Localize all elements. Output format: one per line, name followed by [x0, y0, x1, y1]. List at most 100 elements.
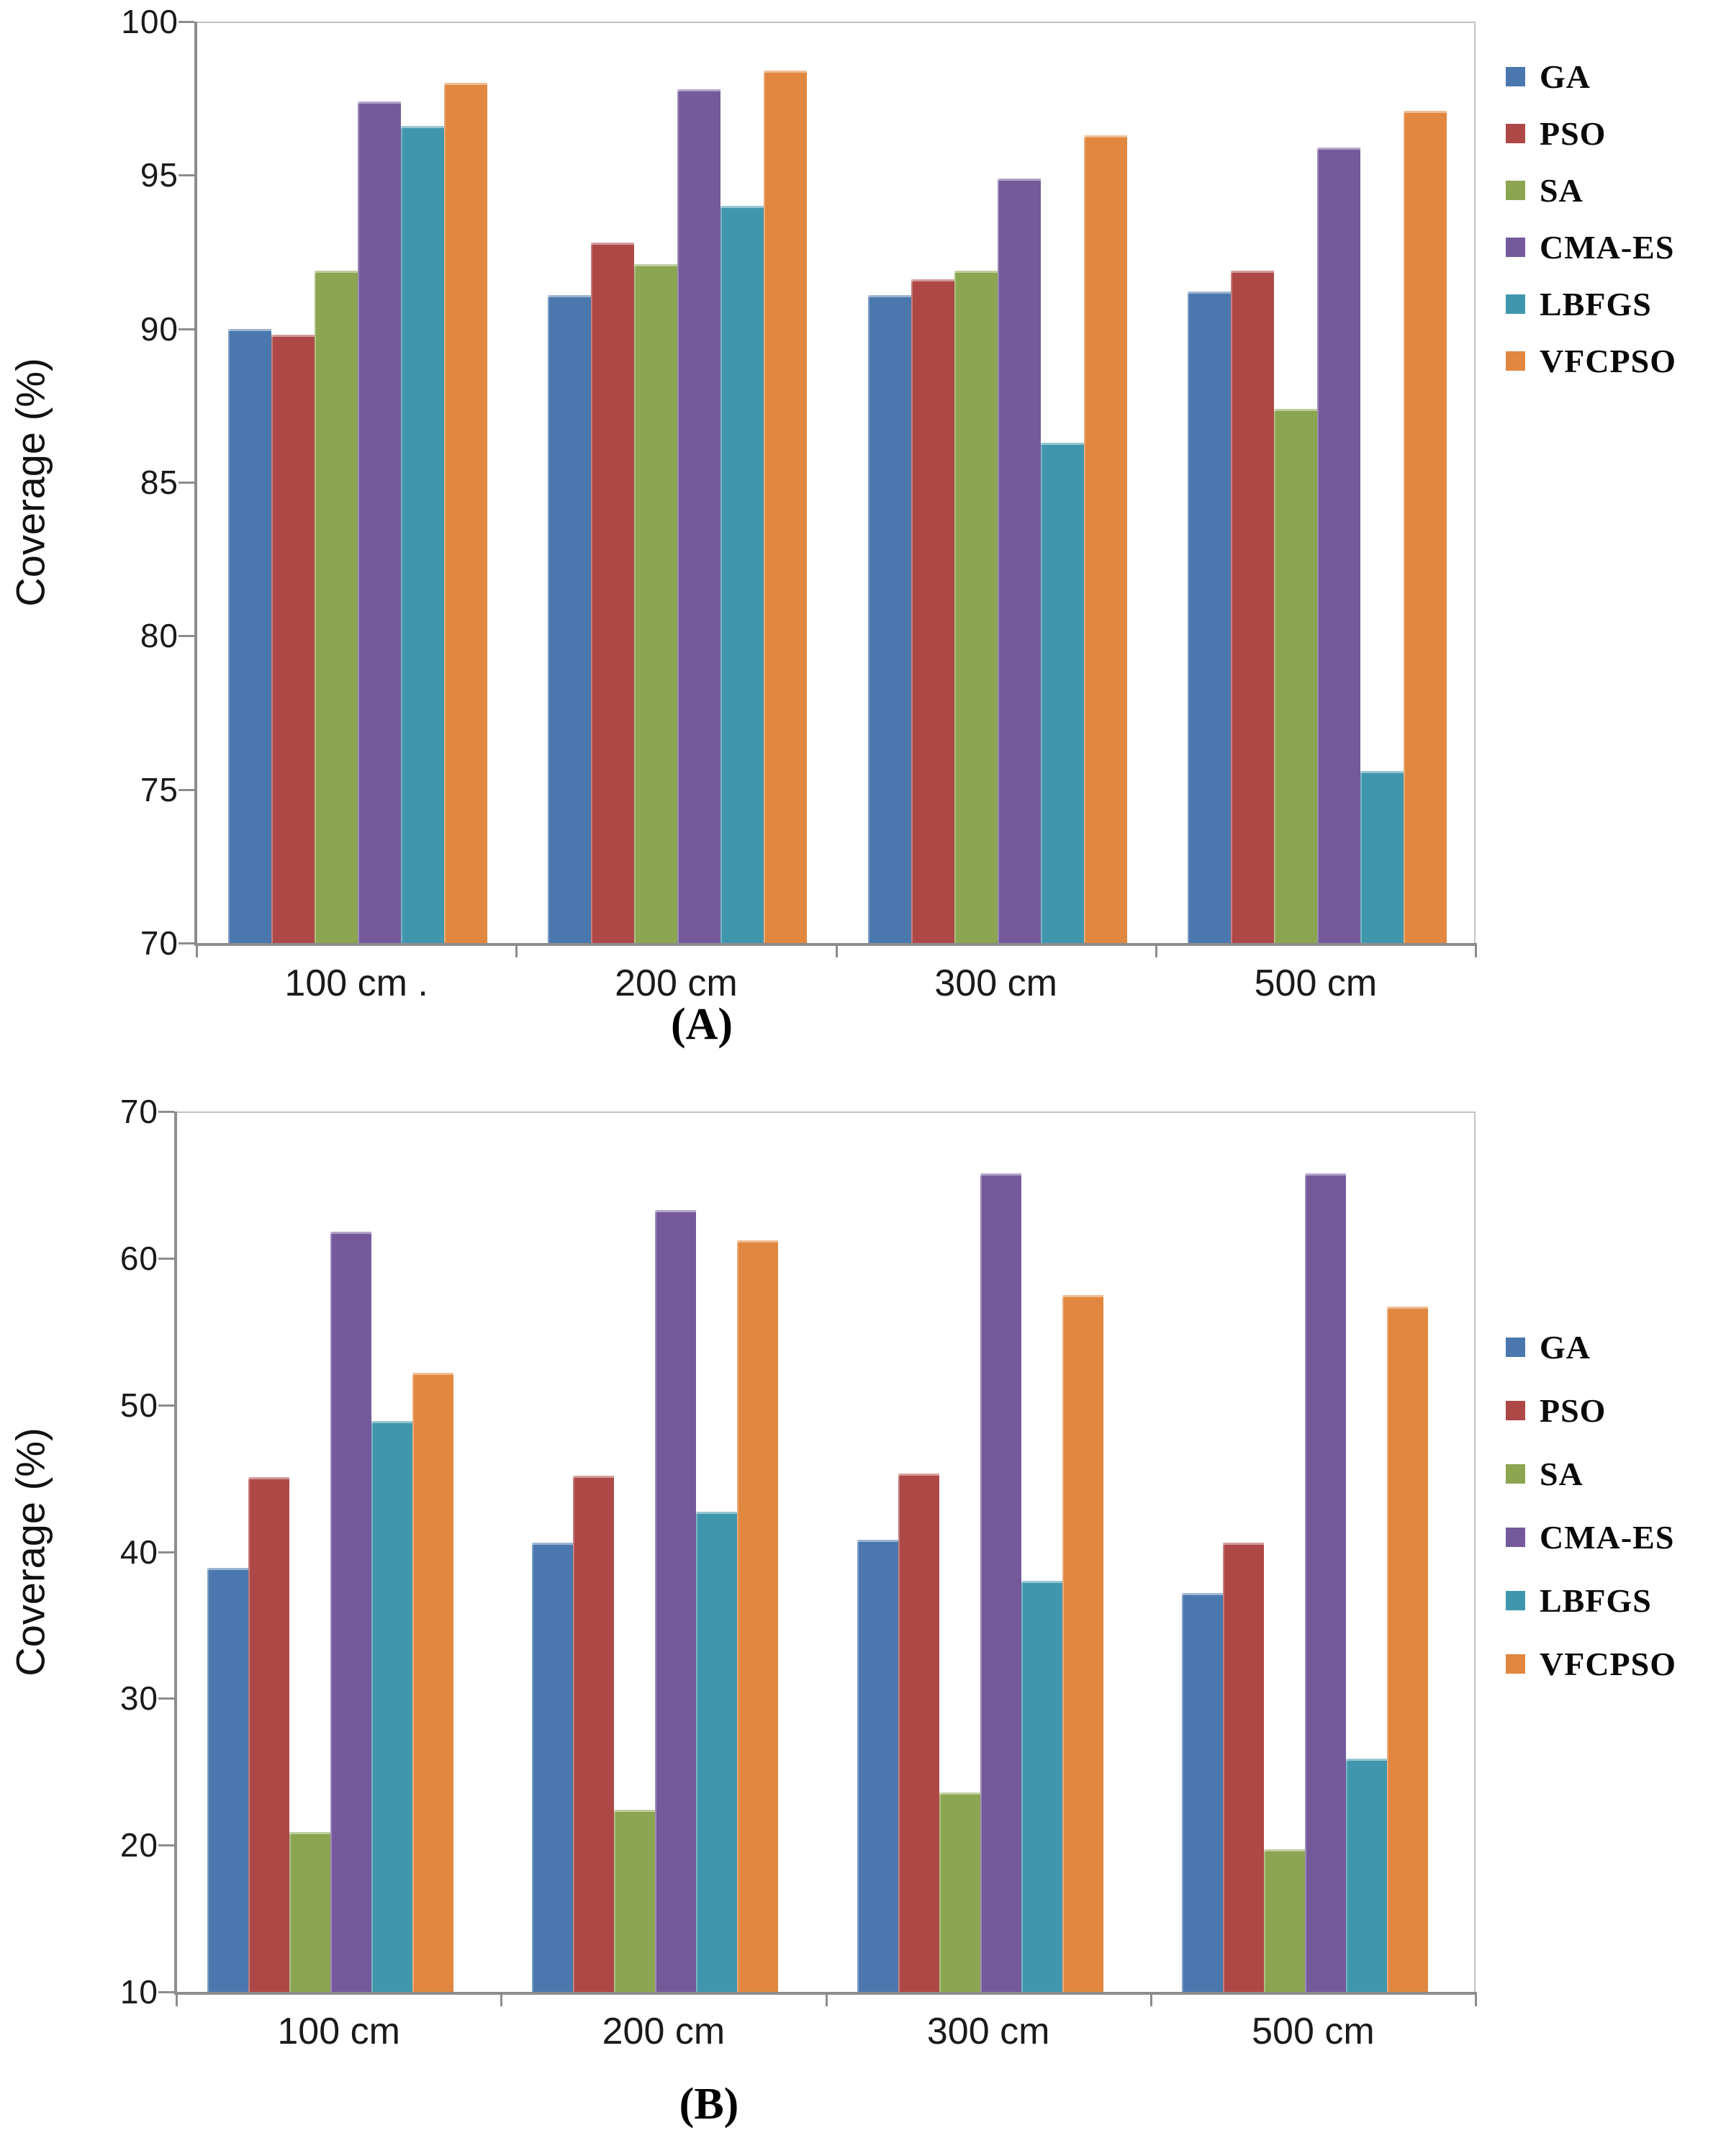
y-tick-label-B: 30 — [119, 1679, 158, 1718]
bar-PSO-300cm — [911, 279, 954, 943]
legend-item-PSO-B: PSO — [1506, 1392, 1606, 1430]
bar-SA-200cm — [634, 264, 678, 943]
legend-item-VFCPSO-A: VFCPSO — [1506, 342, 1676, 380]
y-axis-title-a: Coverage (%) — [7, 358, 53, 607]
bar-LBFGS-300cm — [1040, 442, 1084, 943]
bar-PSO-200cm — [573, 1475, 615, 1992]
legend-swatch-PSO-A — [1506, 124, 1525, 143]
x-tick-label-B: 100 cm — [277, 2011, 400, 2052]
bar-GA-300cm — [867, 294, 911, 943]
y-tick-B — [158, 1404, 174, 1407]
x-tick-A — [1475, 943, 1477, 957]
plot-border-B — [176, 1111, 1476, 1992]
bar-GA-500cm — [1181, 1592, 1223, 1992]
legend-label-GA-B: GA — [1540, 1329, 1591, 1366]
y-axis-line-A — [194, 22, 197, 945]
legend-item-CMA-ES-A: CMA-ES — [1506, 228, 1674, 266]
bar-VFCPSO-100cm — [412, 1372, 453, 1992]
y-tick-B — [158, 1257, 174, 1260]
y-tick-A — [179, 482, 194, 484]
bar-VFCPSO-500cm — [1386, 1307, 1428, 1992]
legend-swatch-VFCPSO-B — [1506, 1654, 1525, 1674]
bar-PSO-500cm — [1222, 1543, 1264, 1992]
bar-SA-100cm — [315, 270, 358, 943]
x-tick-B — [176, 1992, 178, 2006]
bar-LBFGS-500cm — [1345, 1758, 1387, 1992]
bar-GA-500cm — [1187, 292, 1231, 943]
x-tick-B — [500, 1992, 503, 2006]
bar-GA-100cm — [228, 328, 271, 943]
bar-SA-300cm — [939, 1792, 980, 1992]
legend-swatch-LBFGS-A — [1506, 294, 1525, 314]
plot-border-A — [196, 22, 1476, 943]
x-tick-label-B: 500 cm — [1252, 2011, 1375, 2052]
legend-item-SA-A: SA — [1506, 171, 1583, 209]
bar-SA-500cm — [1273, 408, 1317, 943]
y-tick-label-A: 95 — [140, 156, 179, 194]
x-tick-label-A: 500 cm — [1254, 962, 1378, 1004]
legend-label-CMA-ES-B: CMA-ES — [1540, 1519, 1675, 1556]
legend-item-VFCPSO-B: VFCPSO — [1506, 1645, 1676, 1683]
legend-item-GA-B: GA — [1506, 1328, 1591, 1366]
x-tick-A — [196, 943, 198, 957]
bar-VFCPSO-500cm — [1403, 110, 1447, 943]
legend-item-PSO-A: PSO — [1506, 114, 1606, 153]
caption-a: (A) — [670, 1000, 733, 1049]
bar-SA-300cm — [954, 270, 998, 943]
x-tick-label-B: 300 cm — [926, 2011, 1050, 2052]
y-tick-A — [179, 942, 194, 944]
legend-swatch-CMA-ES-A — [1506, 238, 1525, 257]
y-tick-label-A: 75 — [140, 770, 179, 808]
bar-GA-200cm — [532, 1543, 574, 1992]
legend-label-PSO-A: PSO — [1540, 115, 1607, 152]
legend-label-LBFGS-B: LBFGS — [1540, 1582, 1652, 1619]
bar-SA-500cm — [1263, 1849, 1305, 1992]
y-tick-B — [158, 1844, 174, 1847]
bar-VFCPSO-100cm — [444, 83, 487, 943]
legend-item-SA-B: SA — [1506, 1455, 1583, 1493]
legend-label-CMA-ES-A: CMA-ES — [1540, 229, 1675, 266]
legend-swatch-PSO-B — [1506, 1401, 1525, 1420]
y-tick-A — [179, 21, 194, 23]
legend-item-GA-A: GA — [1506, 58, 1591, 96]
bar-VFCPSO-200cm — [764, 71, 808, 943]
bar-LBFGS-200cm — [720, 206, 764, 943]
bar-GA-200cm — [548, 294, 592, 943]
legend-swatch-GA-A — [1506, 67, 1525, 86]
y-tick-label-B: 60 — [119, 1239, 158, 1277]
y-tick-B — [158, 1551, 174, 1553]
bar-CMA-ES-500cm — [1304, 1173, 1346, 1992]
y-tick-B — [158, 1111, 174, 1113]
x-tick-A — [515, 943, 518, 957]
legend-item-LBFGS-A: LBFGS — [1506, 285, 1652, 323]
x-tick-label-A: 200 cm — [615, 962, 738, 1004]
y-tick-A — [179, 635, 194, 638]
y-tick-label-B: 10 — [119, 1973, 158, 2011]
bar-LBFGS-100cm — [401, 126, 444, 943]
bar-CMA-ES-300cm — [980, 1173, 1021, 1992]
legend-item-LBFGS-B: LBFGS — [1506, 1582, 1652, 1620]
y-tick-label-B: 50 — [119, 1386, 158, 1424]
y-tick-label-A: 85 — [140, 464, 179, 501]
y-tick-A — [179, 174, 194, 177]
legend-label-PSO-B: PSO — [1540, 1392, 1607, 1429]
legend-label-SA-B: SA — [1540, 1456, 1583, 1492]
legend-label-VFCPSO-B: VFCPSO — [1540, 1646, 1676, 1682]
y-tick-B — [158, 1697, 174, 1700]
bar-PSO-200cm — [591, 243, 635, 943]
caption-b: (B) — [679, 2080, 739, 2129]
bar-SA-200cm — [614, 1810, 656, 1992]
legend-label-GA-A: GA — [1540, 58, 1591, 95]
bar-VFCPSO-300cm — [1062, 1294, 1103, 1992]
bar-CMA-ES-100cm — [330, 1232, 371, 1992]
bar-CMA-ES-500cm — [1316, 147, 1360, 943]
y-tick-label-A: 90 — [140, 310, 179, 348]
y-tick-label-A: 70 — [140, 924, 179, 962]
y-axis-line-B — [174, 1111, 177, 1994]
y-tick-A — [179, 328, 194, 330]
bar-VFCPSO-200cm — [737, 1240, 779, 1992]
bar-PSO-100cm — [248, 1476, 289, 1992]
legend-swatch-CMA-ES-B — [1506, 1528, 1525, 1547]
bar-PSO-500cm — [1230, 270, 1274, 943]
